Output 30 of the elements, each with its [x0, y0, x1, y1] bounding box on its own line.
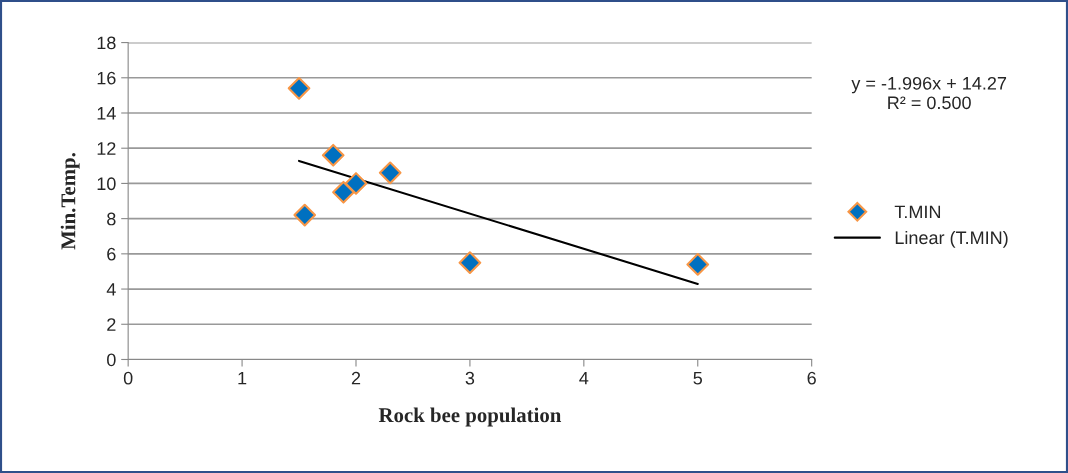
- y-tick-label: 10: [97, 177, 116, 191]
- y-tick-label: 18: [97, 36, 116, 50]
- y-tick-label: 2: [107, 318, 116, 331]
- y-tick-label: 8: [107, 212, 116, 226]
- legend-label: T.MIN: [894, 205, 941, 219]
- y-tick-label: 0: [107, 353, 116, 367]
- x-tick-label: 4: [579, 371, 589, 385]
- x-tick-label: 3: [465, 371, 475, 385]
- point: [293, 203, 317, 227]
- y-tick-label: 14: [97, 107, 116, 120]
- x-tick-label: 0: [123, 371, 133, 385]
- y-tick-label: 6: [107, 247, 116, 261]
- x-tick-label: 6: [807, 371, 816, 385]
- point: [686, 253, 710, 276]
- x-tick-label: 5: [693, 371, 703, 385]
- point: [287, 77, 311, 100]
- y-axis-title: Min.Temp.: [60, 153, 80, 250]
- legend-label: Linear (T.MIN): [895, 230, 1008, 248]
- point: [344, 172, 368, 195]
- x-tick-label: 1: [238, 371, 247, 385]
- x-tick-label: 2: [351, 371, 361, 385]
- point: [321, 143, 345, 167]
- point: [378, 161, 402, 185]
- x-axis-title: Rock bee population: [378, 407, 562, 427]
- y-tick-label: 4: [106, 283, 116, 296]
- y-tick-label: 16: [97, 71, 116, 85]
- text: y = -1.996x + 14.27 R² = 0.500: [851, 76, 1007, 110]
- point: [332, 180, 355, 204]
- point: [458, 251, 482, 274]
- y-tick-label: 12: [97, 142, 116, 155]
